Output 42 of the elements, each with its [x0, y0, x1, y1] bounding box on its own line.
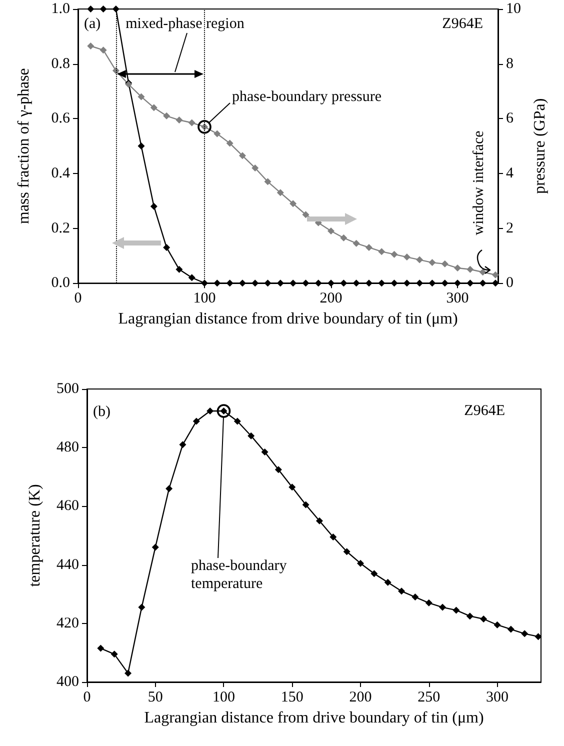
y-tick-label: 400 [56, 674, 79, 690]
annotation: phase-boundary temperature [191, 558, 291, 592]
y-tick-label: 440 [56, 556, 79, 573]
x-tick-label: 0 [83, 690, 91, 706]
y2-tick-label: 8 [506, 56, 514, 72]
y-tick-label: 0.0 [51, 275, 70, 292]
y2-tick-label: 4 [506, 165, 514, 182]
y-tick-label: 500 [56, 381, 79, 397]
annotation: Z964E [464, 403, 505, 419]
annotation: window interface [471, 130, 487, 236]
y2-tick-label: 0 [506, 275, 514, 292]
annotation: (b) [93, 404, 110, 420]
y-tick-label: 0.6 [51, 110, 70, 127]
x-tick-label: 300 [446, 290, 469, 307]
y2-tick-label: 2 [506, 220, 514, 236]
annotation: mixed-phase region [126, 16, 245, 32]
x-tick-label: 100 [212, 690, 235, 706]
y-axis-title: temperature (K) [26, 484, 44, 587]
y-tick-label: 0.4 [51, 165, 70, 182]
y-tick-label: 460 [56, 498, 79, 514]
x-tick-label: 150 [280, 690, 304, 706]
x-tick-label: 300 [486, 690, 508, 706]
y-tick-label: 480 [56, 440, 79, 456]
y2-tick-label: 10 [506, 1, 521, 17]
y-tick-label: 420 [56, 615, 79, 632]
annotation: phase-boundary pressure [232, 89, 382, 105]
x-tick-label: 200 [320, 290, 342, 307]
x-axis-title: Lagrangian distance from drive boundary of tin (μm) [118, 310, 458, 328]
x-tick-label: 100 [193, 290, 216, 307]
y-tick-label: 0.2 [51, 220, 70, 236]
annotation: Z964E [442, 16, 483, 32]
annotation: (a) [84, 16, 101, 32]
x-axis-title: Lagrangian distance from drive boundary of tin (μm) [144, 709, 484, 726]
y2-axis-title: pressure (GPa) [531, 98, 548, 194]
y-axis-title: mass fraction of γ-phase [16, 68, 32, 224]
y-tick-label: 1.0 [51, 1, 70, 17]
x-tick-label: 200 [349, 690, 372, 706]
y2-tick-label: 6 [506, 110, 514, 127]
x-tick-label: 0 [74, 290, 82, 307]
x-tick-label: 50 [148, 690, 163, 706]
x-tick-label: 250 [418, 690, 440, 706]
y-tick-label: 0.8 [51, 56, 70, 72]
